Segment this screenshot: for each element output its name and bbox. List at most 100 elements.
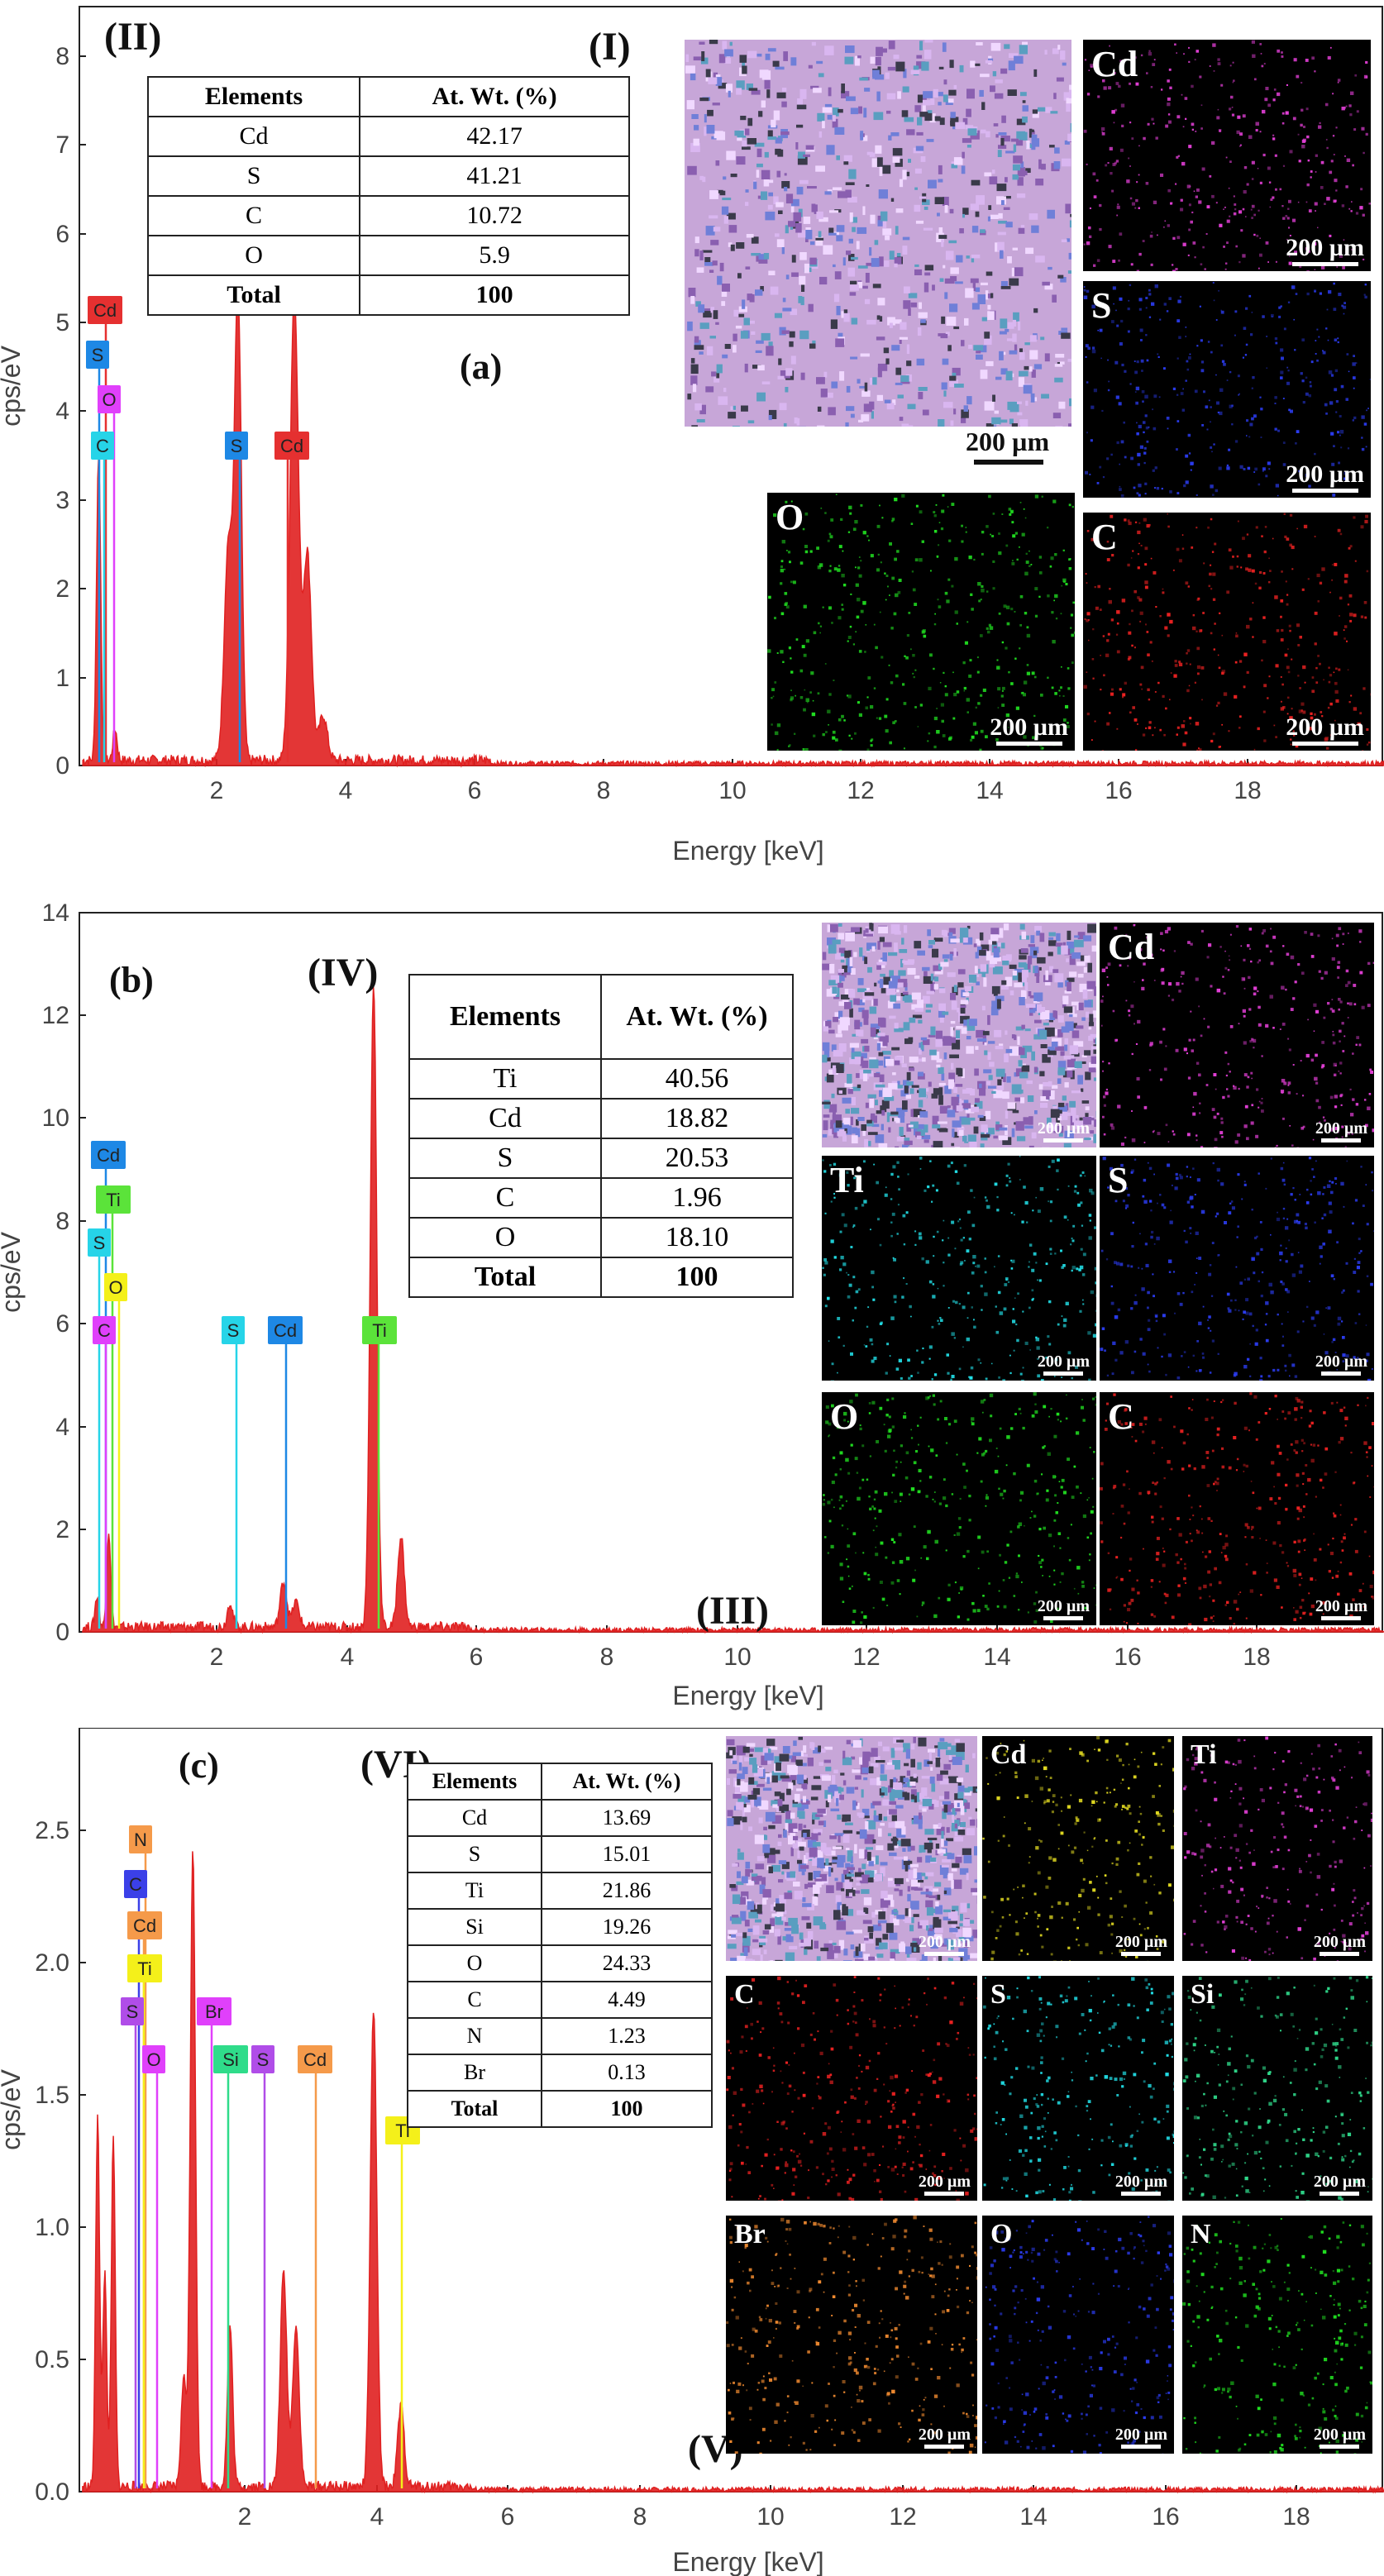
y-tick-label: 4 [55, 398, 69, 425]
element-tag-label: Cd [280, 436, 303, 456]
scale-bar: 200 µm [1314, 1933, 1366, 1956]
composition-table-a: Elements At. Wt. (%) Cd 42.17 S 41.21 C 10.72 O 5… [146, 76, 630, 316]
x-tick-label: 2 [210, 777, 224, 804]
scale-bar-line [1291, 489, 1358, 493]
roman-label: (III) [696, 1589, 769, 1633]
table-row: Cd 18.82 [408, 1098, 794, 1139]
roman-label: (II) [104, 15, 161, 59]
element-tag [124, 1870, 147, 1898]
composition-table-c: Elements At. Wt. (%) Cd 13.69 S 15.01 Ti 21.86 S… [407, 1763, 713, 2128]
scale-bar-text: 200 µm [1114, 2173, 1167, 2191]
element-tag-label: O [108, 1277, 122, 1298]
y-tick-label: 12 [42, 1002, 69, 1029]
table-row: O 18.10 [408, 1217, 794, 1258]
element-cell: S [408, 1138, 602, 1179]
scale-bar-text: 200 µm [1037, 1352, 1090, 1371]
element-tag [88, 1228, 111, 1257]
element-map-cd: Cd 200 µm [1083, 40, 1371, 271]
y-tick-label: 2.5 [35, 1817, 69, 1844]
map-label: Ti [830, 1160, 864, 1200]
value-cell: 18.82 [600, 1098, 794, 1139]
element-map-n: N 200 µm [1182, 2216, 1372, 2454]
sem-overlay-map: 200 µm [726, 1736, 977, 1961]
scale-bar: 200 µm [1286, 713, 1364, 746]
x-axis-label: Energy [keV] [672, 836, 823, 866]
scale-bar: 200 µm [1315, 1352, 1367, 1376]
element-cell: C [407, 1981, 542, 2019]
value-cell: 42.17 [359, 116, 630, 157]
value-cell: 20.53 [600, 1138, 794, 1179]
scale-bar: 200 µm [919, 2173, 971, 2196]
table-row: S 20.53 [408, 1138, 794, 1179]
y-axis-label: cps/eV [0, 1231, 26, 1312]
x-tick-label: 8 [597, 777, 611, 804]
scale-bar-line [1043, 1616, 1084, 1620]
sem-overlay-map: 200 µm [822, 923, 1096, 1147]
element-tag [362, 1316, 397, 1344]
map-texture [726, 1976, 977, 2201]
value-cell: 15.01 [540, 1835, 713, 1873]
scale-bar: 200 µm [1286, 234, 1364, 266]
map-label: S [1091, 285, 1112, 326]
map-texture [685, 40, 1071, 427]
scale-bar-line [1320, 2192, 1360, 2196]
element-cell: O [407, 1944, 542, 1982]
element-tag-label: S [257, 2049, 270, 2070]
element-tag-label: Cd [133, 1915, 156, 1936]
chart-b: 2 4 6 8 10 12 14 16 18 0 2 4 6 8 10 12 14 Energy [keV] cps… [0, 899, 1384, 1710]
table-row: C 1.96 [408, 1177, 794, 1219]
map-label: N [1191, 2219, 1211, 2249]
value-cell: 1.23 [540, 2017, 713, 2055]
map-texture [726, 1736, 977, 1961]
element-cell: Ti [407, 1872, 542, 1910]
table-row: S 41.21 [146, 155, 630, 197]
x-tick-label: 8 [633, 2503, 647, 2531]
total-value: 100 [600, 1257, 794, 1298]
x-tick-label: 12 [847, 777, 874, 804]
element-cell: Si [407, 1908, 542, 1946]
element-tag [127, 1954, 162, 1982]
scale-bar: 200 µm [919, 1933, 971, 1956]
table-row: Ti 21.86 [407, 1872, 713, 1910]
x-axis-label: Energy [keV] [672, 1681, 823, 1710]
scale-bar: 200 µm [1315, 1597, 1367, 1620]
element-cell: Cd [407, 1799, 542, 1837]
scale-bar-text: 200 µm [1114, 1933, 1167, 1951]
y-tick-label: 2.0 [35, 1949, 69, 1977]
element-tag [197, 1997, 231, 2025]
x-tick-label: 10 [756, 2503, 784, 2531]
scale-bar-text: 200 µm [1037, 1119, 1090, 1138]
map-label: C [1108, 1396, 1134, 1437]
table-header-element: Elements [146, 76, 361, 117]
x-tick-label: 4 [370, 2503, 384, 2531]
x-tick-label: 6 [470, 1643, 484, 1671]
scale-bar-line [1121, 1952, 1162, 1956]
element-map-cd: Cd 200 µm [982, 1736, 1174, 1961]
x-tick-label: 4 [339, 777, 353, 804]
scale-bar: 200 µm [1314, 2426, 1366, 2449]
element-tag-label: S [93, 1233, 106, 1253]
element-cell: Cd [146, 116, 361, 157]
element-tag [91, 1141, 126, 1169]
scale-bar-text: 200 µm [1315, 1597, 1367, 1615]
table-row: Cd 42.17 [146, 116, 630, 157]
element-tag [93, 1316, 116, 1344]
x-tick-label: 14 [976, 777, 1003, 804]
scale-bar-line [924, 1952, 965, 1956]
table-header-value: At. Wt. (%) [359, 76, 630, 117]
map-texture [1182, 1976, 1372, 2201]
element-tag-label: C [129, 1874, 142, 1895]
y-tick-label: 1.5 [35, 2082, 69, 2109]
table-row: N 1.23 [407, 2017, 713, 2055]
element-tag-label: Cd [97, 1145, 120, 1166]
element-cell: Ti [408, 1058, 602, 1100]
element-cell: O [146, 235, 361, 276]
element-tag-label: C [96, 436, 109, 456]
map-label: Cd [1091, 44, 1138, 84]
scale-bar: 200 µm [1115, 2173, 1167, 2196]
value-cell: 21.86 [540, 1872, 713, 1910]
element-tag [104, 1273, 127, 1301]
map-texture [726, 2216, 977, 2454]
scale-bar: 200 µm [1115, 1933, 1167, 1956]
scale-bar-line [1291, 262, 1358, 266]
